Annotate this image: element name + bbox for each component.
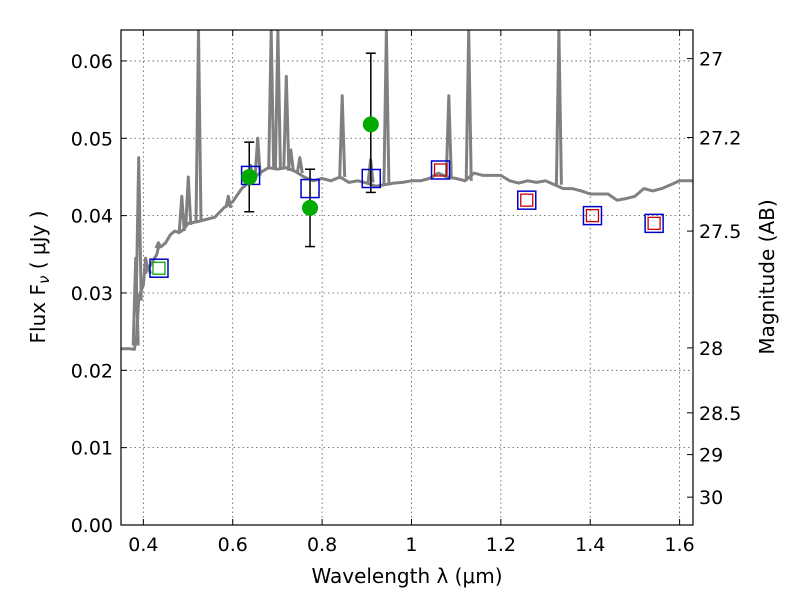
emission-line — [177, 194, 186, 232]
emission-line — [134, 156, 143, 301]
y-axis-label-group: Flux Fν ( μJy ) — [26, 211, 53, 344]
y-tick-label: 0.04 — [71, 206, 113, 228]
x-tick-label: 0.4 — [128, 534, 158, 556]
model-red-square — [647, 216, 661, 231]
emission-line — [184, 175, 193, 225]
x-tick-label: 1.4 — [575, 534, 605, 556]
y-tick-label: 0.05 — [71, 128, 113, 150]
x-tick-label: 1 — [405, 534, 417, 556]
y2-tick-label: 29 — [699, 445, 723, 467]
model-blue-square — [517, 190, 537, 210]
emission-line — [194, 30, 203, 222]
x-tick-label: 1.2 — [486, 534, 516, 556]
grid — [121, 30, 693, 526]
model-blue-square — [644, 213, 664, 234]
observed-point — [241, 168, 258, 185]
y2-tick-label: 27.2 — [699, 128, 741, 150]
x-tick-label: 0.6 — [218, 534, 248, 556]
y-axis-label: Flux Fν ( μJy ) — [26, 211, 53, 344]
y-tick-label: 0.03 — [71, 283, 113, 305]
y2-tick-label: 28 — [699, 338, 723, 360]
emission-line — [154, 241, 163, 249]
y2-tick-label: 28.5 — [699, 403, 741, 425]
model-blue-square — [582, 205, 603, 226]
observed-point — [302, 199, 319, 216]
photometry-points — [149, 52, 664, 278]
emission-line — [382, 30, 391, 186]
emission-line — [295, 156, 304, 174]
model-blue-square — [149, 258, 169, 278]
y-tick-label: 0.06 — [71, 51, 113, 73]
emission-line — [224, 194, 233, 209]
plot-frame — [120, 29, 694, 526]
emission-line — [554, 30, 563, 185]
y-tick-label: 0.02 — [71, 360, 113, 382]
y2-axis-label-group: Magnitude (AB) — [755, 199, 779, 354]
y-axis-label-unit: ( μJy ) — [26, 211, 50, 276]
y2-tick-label: 30 — [699, 487, 723, 509]
y-axis-label-main: Flux F — [26, 284, 50, 343]
observed-square — [152, 261, 166, 275]
model-red-square — [433, 163, 448, 177]
y-tick-label: 0.00 — [71, 515, 113, 537]
model-blue-square — [430, 160, 451, 180]
model-blue-square — [300, 178, 320, 199]
model-red-square — [585, 208, 600, 223]
y-axis-label-sub: ν — [35, 276, 53, 284]
y-tick-label: 0.01 — [71, 438, 113, 460]
x-tick-label: 0.8 — [307, 534, 337, 556]
spectrum-line — [121, 166, 693, 351]
y2-tick-label: 27 — [699, 49, 723, 71]
emission-line — [273, 30, 282, 170]
y2-tick-label: 27.5 — [699, 221, 741, 243]
emission-line — [282, 74, 291, 168]
x-axis-label: Wavelength λ (μm) — [311, 564, 502, 588]
spectrum — [121, 30, 693, 351]
emission-line — [444, 94, 453, 178]
emission-line — [338, 94, 347, 178]
emission-line — [267, 30, 276, 170]
emission-line — [253, 136, 262, 176]
x-tick-label: 1.6 — [664, 534, 694, 556]
y2-axis-label: Magnitude (AB) — [755, 199, 779, 354]
tick-labels: 0.4 0.6 0.8 1 1.2 1.4 1.6 0.00 0.01 0.02 0.03 0.04 0… — [71, 49, 742, 556]
model-red-square — [520, 193, 534, 207]
model-blue-square — [361, 168, 381, 189]
ticks — [121, 30, 693, 526]
emission-line — [286, 148, 295, 171]
observed-point — [362, 116, 379, 133]
emission-line — [464, 30, 473, 181]
